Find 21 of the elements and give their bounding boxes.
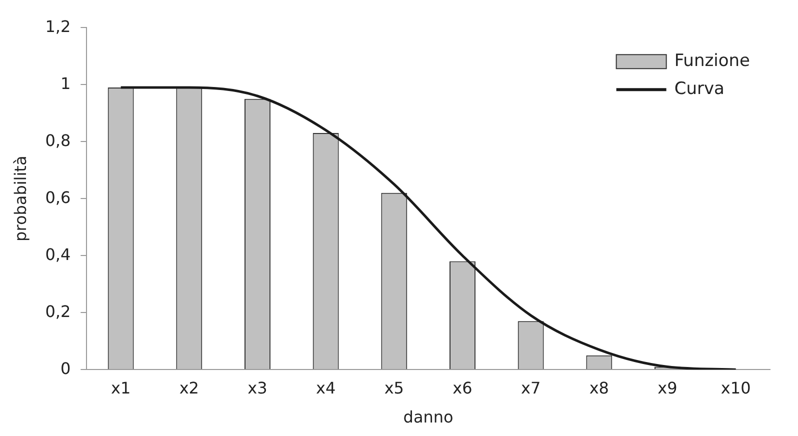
y-tick-label: 0 — [60, 358, 71, 378]
y-tick-label: 0,8 — [45, 130, 71, 150]
y-tick-label: 1 — [60, 74, 71, 93]
x-tick-label: x8 — [589, 378, 609, 398]
x-axis-title: danno — [403, 408, 454, 427]
x-tick-label: x7 — [521, 378, 541, 398]
y-tick-label: 0,2 — [45, 302, 71, 321]
x-tick-label: x2 — [179, 378, 199, 398]
y-tick-label: 1,2 — [45, 16, 71, 36]
x-tick-label: x1 — [110, 378, 131, 398]
legend-label: Funzione — [674, 51, 750, 72]
x-tick-label: x3 — [248, 378, 268, 398]
y-tick-label: 0,6 — [45, 188, 71, 207]
x-tick-label: x6 — [452, 378, 472, 398]
legend-label: Curva — [674, 79, 724, 100]
y-tick-label: 0,4 — [45, 244, 71, 264]
y-axis-title: probabilità — [10, 156, 30, 242]
x-tick-label: x5 — [384, 378, 404, 398]
x-tick-label: x9 — [658, 378, 678, 398]
x-tick-label: x10 — [720, 378, 751, 398]
x-tick-label: x4 — [316, 378, 336, 398]
